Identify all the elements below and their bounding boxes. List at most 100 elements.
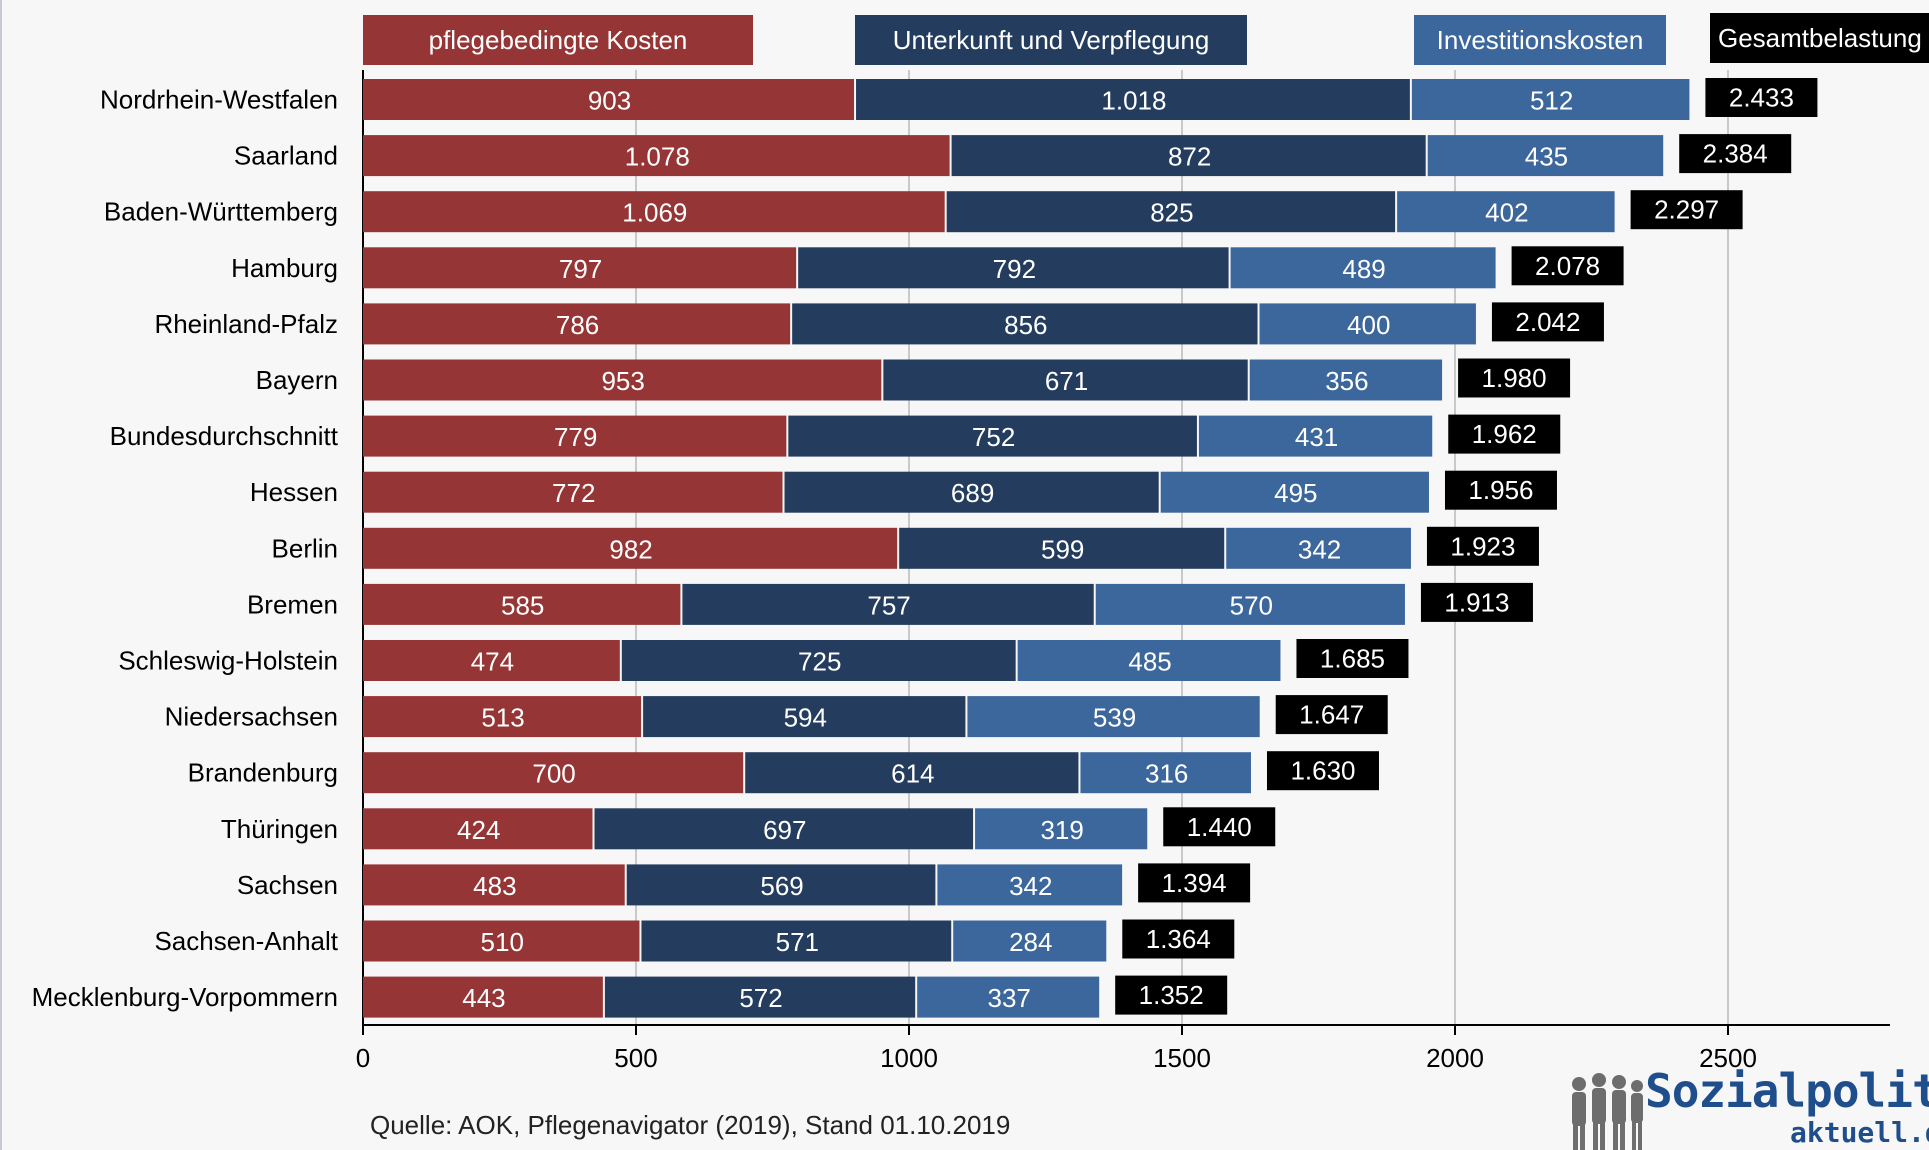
bar-segment-3 [975,808,1148,850]
bar-segment-2 [604,976,916,1018]
total-badge [1679,134,1792,174]
bar-segment-1 [363,415,787,457]
bar-segment-3 [1226,527,1411,569]
data-label-3: 539 [1093,703,1136,733]
bar-segment-3 [1160,471,1429,513]
data-label-1: 772 [552,478,595,508]
data-label-2: 1.018 [1101,86,1166,116]
total-badge [1511,246,1624,286]
source-note: Quelle: AOK, Pflegenavigator (2019), Sta… [370,1110,1011,1140]
bar-segment-2 [788,415,1197,457]
data-label-2: 697 [763,815,806,845]
total-badge [1630,190,1743,230]
data-label-3: 435 [1525,142,1568,172]
total-badge [1458,358,1571,398]
total-label: 1.352 [1139,980,1204,1010]
total-badge [1122,919,1235,959]
total-label: 2.384 [1703,139,1768,169]
bar-segment-3 [1017,640,1281,681]
data-label-1: 510 [481,927,524,957]
data-label-2: 872 [1168,142,1211,172]
logo: Sozialpolitik- aktuell.de [1565,1062,1929,1150]
bar-segment-1 [363,976,603,1018]
bar-segment-3 [1397,191,1615,233]
bar-segment-3 [1095,583,1405,625]
category-label: Mecklenburg-Vorpommern [32,982,338,1012]
category-label: Bayern [256,365,338,395]
x-tick-label-2500: 2500 [1699,1043,1757,1073]
data-label-1: 779 [554,422,597,452]
data-label-3: 342 [1298,534,1341,564]
legend-investitionskosten: Investitionskosten [1414,15,1666,65]
data-label-3: 570 [1230,590,1273,620]
data-label-1: 700 [532,759,575,789]
logo-sub: aktuell.de [1790,1116,1929,1149]
bar-segment-2 [883,359,1248,401]
bar-segment-3 [1259,303,1476,345]
total-label: 1.956 [1468,475,1533,505]
data-label-1: 1.069 [622,198,687,228]
bar-segment-2 [594,808,974,850]
data-label-3: 319 [1040,815,1083,845]
bar-segment-1 [363,79,855,120]
total-label: 1.440 [1187,812,1252,842]
data-label-2: 752 [972,422,1015,452]
category-label: Niedersachsen [165,702,338,732]
data-label-3: 316 [1145,759,1188,789]
category-label: Thüringen [221,814,338,844]
total-label: 1.647 [1299,700,1364,730]
bar-segment-1 [363,752,744,794]
data-label-1: 903 [588,86,631,116]
legend-unterkunft-verpflegung: Unterkunft und Verpflegung [855,15,1247,65]
category-label: Nordrhein-Westfalen [100,85,338,115]
total-label: 1.394 [1162,868,1227,898]
bar-segment-2 [792,303,1258,345]
bar-segment-2 [626,864,936,906]
data-label-1: 786 [556,310,599,340]
category-label: Baden-Württemberg [104,197,338,227]
data-label-2: 594 [784,703,827,733]
data-label-3: 512 [1530,86,1573,116]
data-label-1: 424 [457,815,500,845]
bar-segment-3 [1427,135,1664,177]
bar-segment-3 [953,920,1107,962]
category-label: Hessen [250,477,338,507]
category-label: Saarland [234,141,338,171]
bar-segment-1 [363,191,945,233]
total-badge [1275,695,1388,735]
data-label-2: 572 [739,983,782,1013]
x-tick-label-2000: 2000 [1426,1043,1484,1073]
total-badge [1138,863,1251,903]
people-silhouette-icon [1572,1073,1643,1150]
data-label-2: 856 [1004,310,1047,340]
bar-segment-1 [363,527,898,569]
bar-segment-3 [1411,79,1690,120]
total-label: 1.923 [1450,531,1515,561]
data-label-1: 585 [501,590,544,620]
bar-segment-2 [899,527,1225,569]
logo-brand: Sozialpolitik- [1645,1064,1929,1118]
bar-segment-1 [363,471,783,513]
data-label-1: 797 [559,254,602,284]
bar-segment-1 [363,303,791,345]
total-label: 1.980 [1482,363,1547,393]
category-label: Brandenburg [188,758,338,788]
total-label: 1.962 [1472,419,1537,449]
total-label: 1.913 [1444,587,1509,617]
x-tick-label-1500: 1500 [1153,1043,1211,1073]
bar-segment-1 [363,247,797,289]
bar-segment-1 [363,696,642,738]
data-label-3: 356 [1325,366,1368,396]
bar-segment-3 [1249,359,1443,401]
data-label-1: 443 [462,983,505,1013]
stacked-bar-chart: 0 500 1000 1500 2000 2500 Nordrhein-Westfalen 9… [32,70,1890,1073]
bar-segment-2 [745,752,1079,794]
data-label-3: 402 [1485,198,1528,228]
category-label: Hamburg [231,253,338,283]
data-label-2: 689 [951,478,994,508]
bar-segment-1 [363,808,593,850]
category-label: Rheinland-Pfalz [154,309,338,339]
x-tick-label-0: 0 [356,1043,370,1073]
data-label-3: 400 [1347,310,1390,340]
